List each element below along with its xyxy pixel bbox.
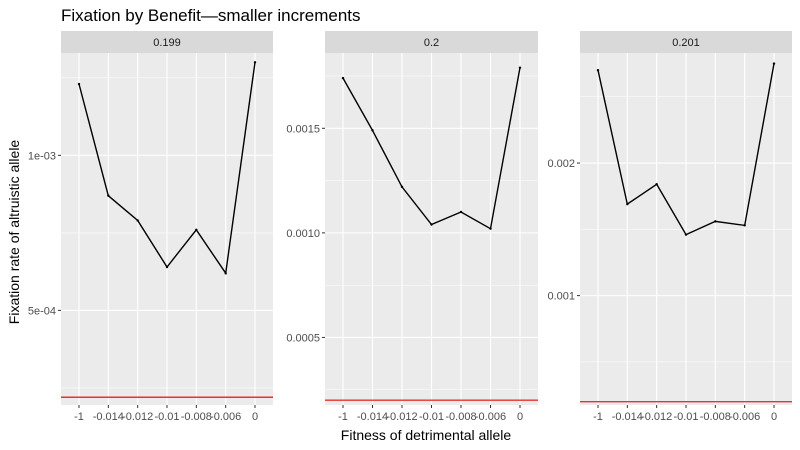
x-tick-label: 0 [517,411,523,423]
x-tick-label: -0.008 [181,411,212,423]
data-point [400,185,404,189]
data-point [684,233,688,236]
data-point [743,224,746,227]
x-tick-label: -0.008 [700,411,731,423]
data-point [489,227,492,230]
x-tick-label: -0.006 [729,411,760,423]
data-point [136,219,139,222]
x-tick-label: -0.01 [154,411,179,423]
facet-panel-0.199: 0.199 5e-04 1e-03 -1 -0.014-0.012 -0.01 -0.008… [28,31,273,423]
data-point [518,66,522,69]
x-tick-label: -0.012 [122,411,153,423]
x-tick-label: 0 [771,411,777,423]
data-point [195,228,198,231]
x-tick-label: -0.014 [612,411,643,423]
data-point [77,82,81,86]
x-tick-label: -0.014 [357,411,388,423]
facet-panel-0.2: 0.2 0.0005 0.0010 0.0015 -1 -0.014-0.012 -0.01… [286,31,538,423]
facet-strip [325,31,538,53]
data-point [107,194,110,197]
x-tick-label: -0.008 [445,411,476,423]
x-axis-title: Fitness of detrimental allele [341,427,512,443]
y-tick-label: 0.0015 [286,123,320,135]
facet-strip [61,31,273,53]
y-tick-label: 1e-03 [28,150,56,162]
y-tick-label: 0.002 [547,158,575,170]
data-point [772,62,776,65]
y-tick-label: 0.0005 [286,332,320,344]
x-tick-label: -0.006 [475,411,506,423]
x-tick-label: -0.01 [673,411,698,423]
x-tick-label: -1 [74,411,84,423]
data-point [655,183,658,186]
facet-strip-label: 0.199 [153,37,181,49]
x-tick-label: -0.006 [210,411,241,423]
x-tick-label: -1 [338,411,348,423]
y-tick-label: 0.0010 [286,228,320,240]
data-point [165,265,169,269]
facet-strip [580,31,792,53]
y-axis-title: Fixation rate of altruistic allele [6,140,22,325]
x-tick-label: -0.01 [419,411,444,423]
x-tick-label: -0.012 [386,411,417,423]
facet-strip-label: 0.2 [424,37,439,49]
data-point [459,210,463,214]
data-point [253,61,257,64]
y-tick-label: 0.001 [547,291,575,303]
data-point [224,271,227,275]
y-tick-label: 5e-04 [28,305,56,317]
x-tick-label: -0.012 [641,411,672,423]
data-point [430,223,433,226]
x-tick-label: 0 [252,411,258,423]
data-point [596,69,600,72]
chart-title: Fixation by Benefit—smaller increments [61,6,361,25]
x-tick-label: -0.014 [93,411,124,423]
x-tick-label: -1 [593,411,603,423]
facet-panel-0.201: 0.201 0.001 0.002 -1 -0.014-0.012 -0.01 -0.008… [547,31,792,423]
data-point [341,76,345,80]
facet-strip-label: 0.201 [672,37,700,49]
data-point [371,129,374,132]
data-point [626,202,629,206]
data-point [714,220,717,223]
